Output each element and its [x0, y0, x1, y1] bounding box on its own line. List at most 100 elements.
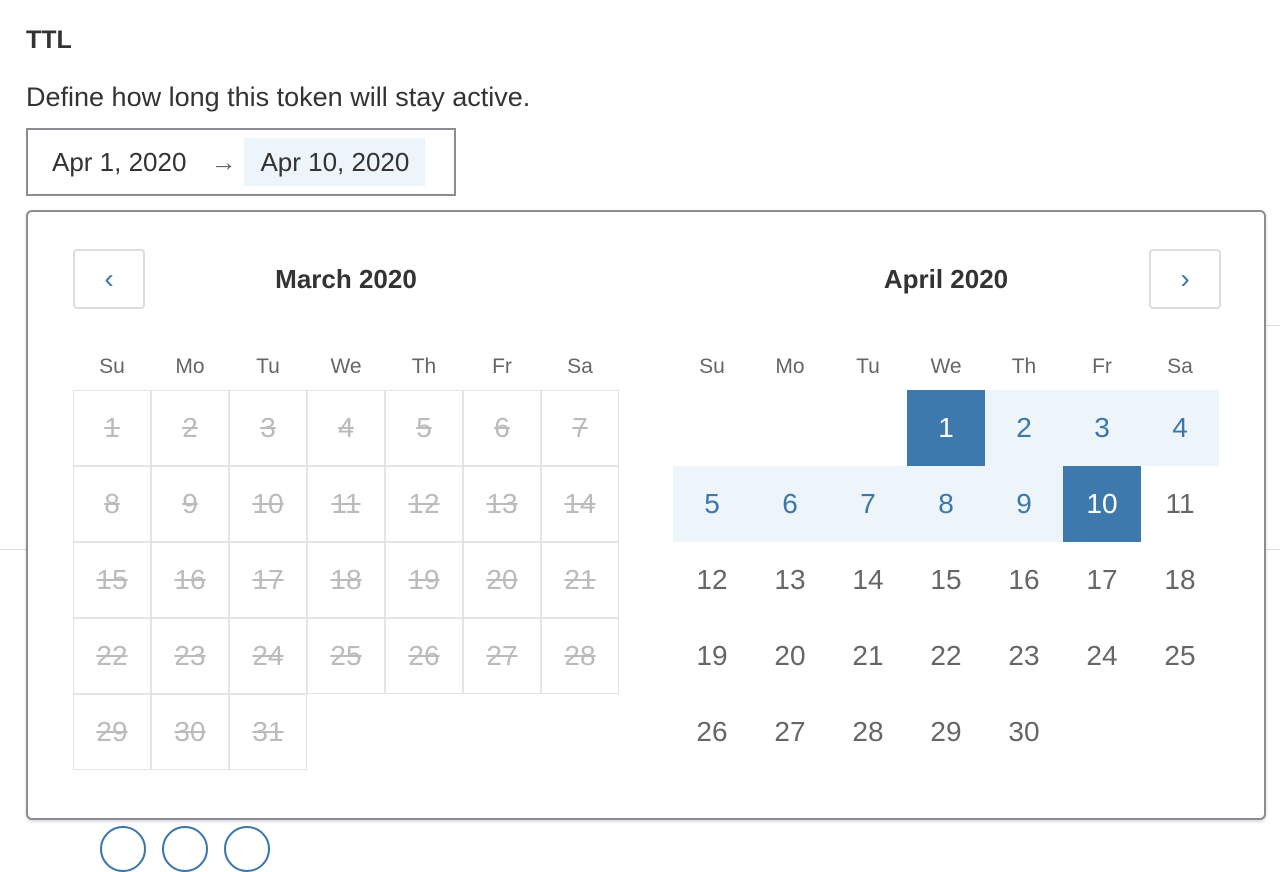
day-4[interactable]: 4 [1141, 390, 1219, 466]
day-27[interactable]: 27 [774, 716, 806, 747]
day-7[interactable]: 7 [829, 466, 907, 542]
day-2[interactable]: 2 [985, 390, 1063, 466]
day-29: 29 [73, 694, 151, 770]
end-date[interactable]: Apr 10, 2020 [244, 138, 426, 186]
day-1: 1 [73, 390, 151, 466]
day-22: 22 [73, 618, 151, 694]
day-16: 16 [151, 542, 229, 618]
day-6[interactable]: 6 [751, 466, 829, 542]
weekday-label: Th [411, 355, 437, 378]
empty-cell [673, 390, 751, 466]
circle-button[interactable] [224, 826, 270, 872]
day-11: 11 [307, 466, 385, 542]
day-11[interactable]: 11 [1165, 488, 1195, 519]
day-20: 20 [463, 542, 541, 618]
day-12[interactable]: 12 [696, 564, 728, 595]
month-title: April 2020 [883, 264, 1009, 294]
weekday-label: Mo [175, 355, 205, 378]
day-19: 19 [385, 542, 463, 618]
weekday-label: Sa [567, 355, 593, 378]
day-21[interactable]: 21 [852, 640, 884, 671]
day-17[interactable]: 17 [1086, 564, 1118, 595]
circle-button[interactable] [162, 826, 208, 872]
day-grid: 1 2 3 4 5 6 7 8 9 10 11 12 13 14 15 16 17 18 19 20 21 22 23 24 2… [73, 390, 619, 770]
day-9[interactable]: 9 [985, 466, 1063, 542]
day-13[interactable]: 13 [774, 564, 806, 595]
day-19[interactable]: 19 [696, 640, 728, 671]
weekday-header: Su Mo Tu We Th Fr Sa [673, 355, 1219, 379]
day-8: 8 [73, 466, 151, 542]
circle-button[interactable] [100, 826, 146, 872]
day-29[interactable]: 29 [930, 716, 962, 747]
day-26[interactable]: 26 [696, 716, 728, 747]
day-10[interactable]: 10 [1063, 466, 1141, 542]
day-24: 24 [229, 618, 307, 694]
day-25: 25 [307, 618, 385, 694]
weekday-header: Su Mo Tu We Th Fr Sa [73, 355, 619, 379]
day-10: 10 [229, 466, 307, 542]
day-24[interactable]: 24 [1086, 640, 1118, 671]
day-28[interactable]: 28 [852, 716, 884, 747]
day-17: 17 [229, 542, 307, 618]
day-5[interactable]: 5 [673, 466, 751, 542]
weekday-label: We [330, 355, 362, 378]
day-1[interactable]: 1 [907, 390, 985, 466]
prev-month-button[interactable]: ‹ [73, 249, 145, 309]
day-5: 5 [385, 390, 463, 466]
day-12: 12 [385, 466, 463, 542]
start-date[interactable]: Apr 1, 2020 [52, 146, 187, 177]
day-22[interactable]: 22 [930, 640, 962, 671]
day-23: 23 [151, 618, 229, 694]
weekday-label: Th [1011, 355, 1037, 378]
day-6: 6 [463, 390, 541, 466]
day-15[interactable]: 15 [930, 564, 962, 595]
day-16[interactable]: 16 [1008, 564, 1040, 595]
day-grid: 1 2 3 4 5 6 7 8 9 10 11 12 13 14 15 16 17 18 19 20 21 22 23 24 2… [673, 390, 1219, 770]
day-15: 15 [73, 542, 151, 618]
ttl-description: Define how long this token will stay act… [26, 82, 531, 112]
day-4: 4 [307, 390, 385, 466]
day-25[interactable]: 25 [1164, 640, 1196, 671]
day-14[interactable]: 14 [852, 564, 884, 595]
day-8[interactable]: 8 [907, 466, 985, 542]
day-26: 26 [385, 618, 463, 694]
empty-cell [829, 390, 907, 466]
date-range-input[interactable]: Apr 1, 2020 → Apr 10, 2020 [26, 128, 456, 196]
weekday-label: Sa [1167, 355, 1193, 378]
month-title: March 2020 [275, 264, 417, 294]
weekday-label: Tu [856, 355, 880, 378]
day-3[interactable]: 3 [1063, 390, 1141, 466]
chevron-right-icon: › [1180, 263, 1190, 294]
weekday-label: Su [99, 355, 125, 378]
day-9: 9 [151, 466, 229, 542]
weekday-label: Tu [256, 355, 280, 378]
day-23[interactable]: 23 [1008, 640, 1040, 671]
day-30[interactable]: 30 [1008, 716, 1040, 747]
day-18[interactable]: 18 [1164, 564, 1196, 595]
arrow-right-icon: → [210, 146, 237, 177]
day-30: 30 [151, 694, 229, 770]
day-3: 3 [229, 390, 307, 466]
chevron-left-icon: ‹ [104, 263, 114, 294]
empty-cell [751, 390, 829, 466]
day-27: 27 [463, 618, 541, 694]
day-14: 14 [541, 466, 619, 542]
weekday-label: Fr [1092, 355, 1112, 378]
divider [1265, 325, 1280, 326]
day-18: 18 [307, 542, 385, 618]
day-2: 2 [151, 390, 229, 466]
day-31: 31 [229, 694, 307, 770]
ttl-heading: TTL [26, 26, 72, 54]
day-28: 28 [541, 618, 619, 694]
day-7: 7 [541, 390, 619, 466]
weekday-label: We [930, 355, 962, 378]
weekday-label: Mo [775, 355, 805, 378]
next-month-button[interactable]: › [1149, 249, 1221, 309]
day-21: 21 [541, 542, 619, 618]
divider [0, 549, 27, 550]
weekday-label: Fr [492, 355, 512, 378]
day-20[interactable]: 20 [774, 640, 806, 671]
day-13: 13 [463, 466, 541, 542]
weekday-label: Su [699, 355, 725, 378]
